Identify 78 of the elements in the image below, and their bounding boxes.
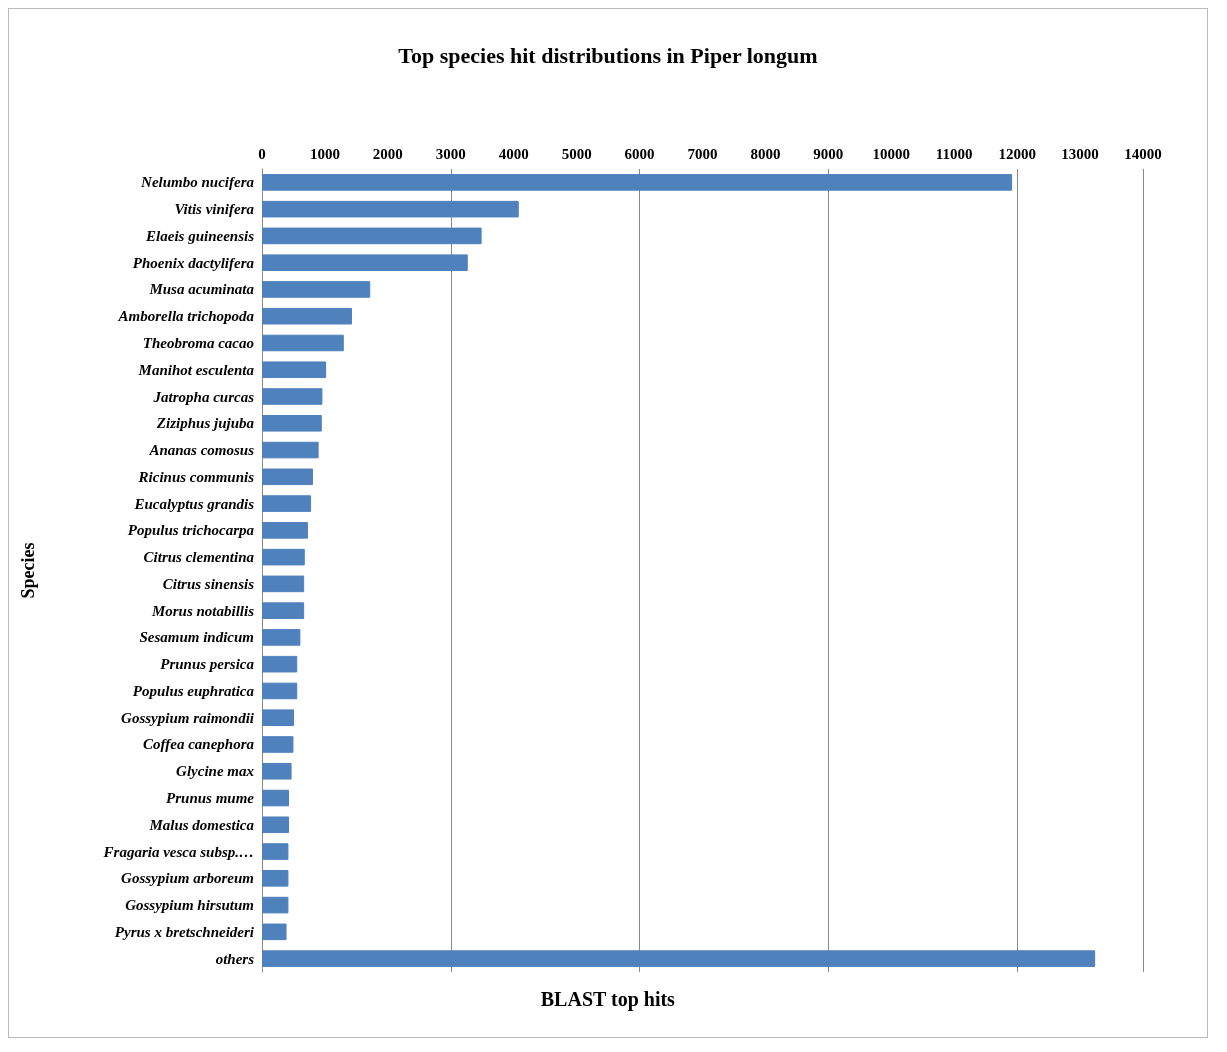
y-tick-label: Morus notabillis (150, 602, 255, 619)
bar (262, 709, 295, 727)
bar (262, 923, 287, 941)
x-tick-label: 0 (258, 145, 266, 162)
x-tick-label: 6000 (624, 145, 655, 162)
x-axis-title: BLAST top hits (540, 988, 676, 1011)
bar (262, 870, 289, 887)
bar (262, 441, 319, 459)
y-tick-label: Ziziphus jujuba (155, 415, 255, 432)
bar (262, 762, 292, 780)
y-tick-label: Pyrus x bretschneideri (114, 923, 255, 940)
y-tick-label: Ananas comosus (148, 442, 255, 459)
y-tick-label: Elaeis guineensis (145, 227, 255, 244)
y-tick-label: Manihot esculenta (137, 361, 255, 378)
x-tick-label: 4000 (498, 145, 529, 162)
bar (262, 522, 308, 539)
x-tick-label: 1000 (309, 145, 340, 162)
bar (262, 789, 290, 807)
bar (262, 200, 519, 218)
y-tick-label: Ricinus communis (137, 468, 255, 485)
y-axis-title: Species (18, 542, 38, 599)
y-tick-label: Gossypium raimondii (121, 709, 255, 726)
x-tick-label: 14000 (1124, 145, 1162, 162)
bar (262, 816, 290, 834)
bar (262, 254, 468, 271)
y-tick-label: Theobroma cacao (142, 334, 254, 351)
bar (262, 174, 1013, 191)
y-tick-label: Citrus clementina (143, 549, 255, 566)
y-tick-label: Fragaria vesca subsp.… (102, 843, 254, 860)
y-tick-label: Phoenix dactylifera (132, 254, 255, 271)
y-tick-label: Malus domestica (148, 816, 255, 833)
x-tick-label: 9000 (813, 145, 844, 162)
bar (262, 736, 294, 753)
x-tick-label: 5000 (561, 145, 592, 162)
y-tick-label: Prunus persica (160, 656, 255, 673)
bar (262, 843, 289, 860)
x-tick-label: 3000 (435, 145, 466, 162)
x-tick-label: 13000 (1061, 145, 1099, 162)
x-tick-label: 10000 (872, 145, 911, 162)
y-tick-label: Glycine max (176, 763, 255, 780)
y-tick-label: Vitis vinifera (174, 201, 255, 218)
y-tick-label: Eucalyptus grandis (133, 495, 255, 512)
y-tick-label: Citrus sinensis (162, 575, 255, 592)
y-tick-label: Gossypium hirsutum (125, 897, 254, 914)
chart-title: Top species hit distributions in Piper longum (398, 42, 818, 68)
x-tick-label: 8000 (750, 145, 781, 162)
y-tick-label: Coffea canephora (143, 736, 255, 753)
x-tick-label: 11000 (935, 145, 973, 162)
bar (262, 682, 298, 700)
bar (262, 334, 344, 352)
bar (262, 281, 371, 298)
bar (262, 655, 298, 673)
y-tick-label: Sesamum indicum (139, 629, 254, 646)
y-tick-label: Populus trichocarpa (127, 522, 255, 539)
bar (262, 468, 313, 486)
bar (262, 307, 352, 325)
bar (262, 361, 327, 379)
bar (262, 950, 1096, 967)
y-tick-label: Nelumbo nucifera (140, 174, 255, 191)
bar (262, 495, 312, 512)
y-tick-label: Populus euphratica (132, 682, 255, 699)
bar (262, 414, 322, 432)
bar (262, 629, 301, 646)
bar (262, 548, 305, 566)
y-tick-label: Prunus mume (166, 790, 255, 807)
y-tick-label: others (215, 950, 255, 967)
bar (262, 602, 305, 619)
bar (262, 575, 305, 593)
x-tick-label: 12000 (998, 145, 1036, 162)
bar (262, 227, 482, 245)
bar (262, 388, 323, 405)
x-tick-label: 2000 (372, 145, 403, 162)
y-tick-label: Musa acuminata (148, 281, 255, 298)
y-tick-label: Gossypium arboreum (121, 870, 254, 887)
y-tick-label: Jatropha curcas (152, 388, 255, 405)
bar (262, 896, 289, 914)
y-tick-label: Amborella trichopoda (117, 308, 255, 325)
x-tick-label: 7000 (687, 145, 718, 162)
